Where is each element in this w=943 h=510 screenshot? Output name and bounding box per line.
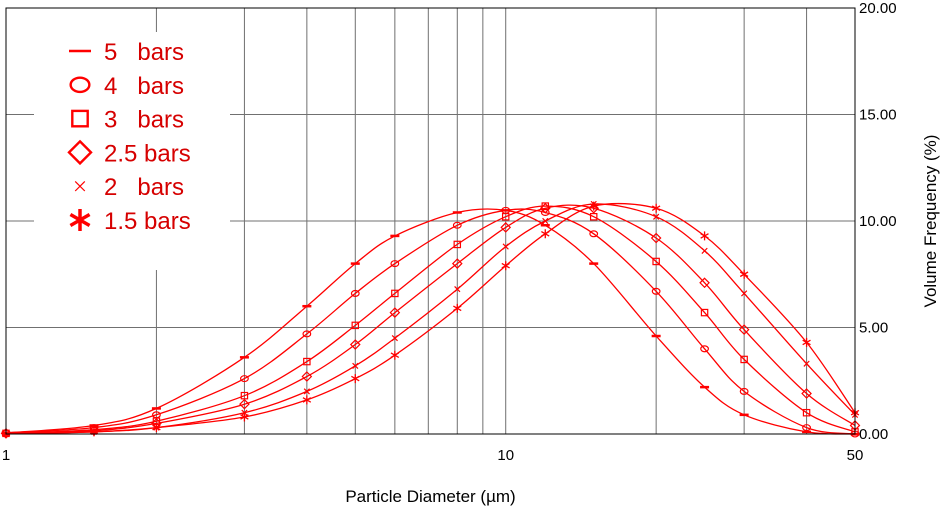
data-point xyxy=(589,201,598,211)
x-axis-title: Particle Diameter (µm) xyxy=(345,487,515,506)
data-point xyxy=(803,360,810,367)
legend-label: 2.5 bars xyxy=(104,140,191,167)
data-point xyxy=(389,307,401,318)
x-axis-tick-labels: 1 10 50 xyxy=(2,447,864,464)
series-diamond xyxy=(0,202,861,439)
legend-marker xyxy=(69,76,91,94)
data-point xyxy=(542,217,549,225)
data-point xyxy=(239,375,249,383)
data-point xyxy=(738,324,750,335)
legend-marker xyxy=(69,209,91,231)
data-point xyxy=(239,398,250,410)
x-tick-label: 10 xyxy=(497,447,514,464)
data-point xyxy=(650,232,662,244)
series-line xyxy=(5,204,856,435)
y-axis-title: Volume Frequency (%) xyxy=(921,135,940,308)
data-point xyxy=(301,371,313,382)
data-point xyxy=(739,269,749,279)
data-point xyxy=(700,345,709,353)
data-point xyxy=(740,355,748,364)
y-tick-label: 5.00 xyxy=(859,320,888,337)
data-point xyxy=(501,212,510,221)
chart-series-layer xyxy=(0,200,861,439)
data-point xyxy=(502,243,509,250)
data-point xyxy=(349,339,361,350)
data-point xyxy=(700,308,709,317)
data-point xyxy=(589,230,599,238)
data-point xyxy=(802,424,811,432)
data-point xyxy=(391,289,399,298)
legend-marker-diamond xyxy=(67,139,93,166)
data-point xyxy=(303,357,311,366)
y-axis-tick-labels: 0.00 5.00 10.00 15.00 20.00 xyxy=(859,0,897,443)
data-point xyxy=(351,321,360,330)
data-point xyxy=(699,277,710,289)
x-tick-label: 50 xyxy=(847,447,864,464)
series-line xyxy=(5,205,856,435)
legend-label: 1.5 bars xyxy=(104,208,191,235)
y-tick-label: 20.00 xyxy=(859,0,897,17)
legend-background xyxy=(34,32,230,270)
data-point xyxy=(651,287,661,295)
data-point xyxy=(89,427,99,437)
data-point xyxy=(453,303,462,313)
legend-label: 4 bars xyxy=(104,73,184,100)
y-tick-label: 15.00 xyxy=(859,107,897,124)
legend-marker xyxy=(67,139,93,166)
series-line xyxy=(5,208,856,435)
data-point xyxy=(652,257,660,266)
data-point xyxy=(454,286,461,293)
x-tick-label: 1 xyxy=(2,447,10,464)
legend-label: 2 bars xyxy=(104,174,184,201)
data-point xyxy=(741,290,748,297)
data-point xyxy=(500,222,512,233)
data-point xyxy=(801,388,812,399)
data-point xyxy=(302,330,312,338)
legend-marker xyxy=(71,109,89,128)
data-point xyxy=(303,388,310,395)
data-point xyxy=(302,395,312,405)
series-line xyxy=(5,208,856,435)
legend-marker xyxy=(74,180,86,192)
series-star xyxy=(1,201,860,439)
data-point xyxy=(700,231,709,241)
data-point xyxy=(701,247,708,254)
legend-label: 3 bars xyxy=(104,107,184,134)
legend-marker-x xyxy=(74,180,86,192)
legend-marker-circle xyxy=(69,76,91,94)
series-x xyxy=(2,200,859,437)
data-point xyxy=(651,203,661,213)
data-point xyxy=(240,412,249,422)
data-point xyxy=(802,337,811,347)
data-point xyxy=(391,335,398,342)
legend-marker-star xyxy=(69,209,91,231)
data-point xyxy=(152,423,161,433)
chart-legend: 5 bars 4 bars 3 bars 2.5 bars 2 bars 1.5 bars xyxy=(34,32,230,270)
data-point xyxy=(390,260,400,268)
y-tick-label: 0.00 xyxy=(859,426,888,443)
data-point xyxy=(390,350,400,360)
data-point xyxy=(541,229,550,239)
data-point xyxy=(452,221,462,229)
data-point xyxy=(453,240,462,249)
data-point xyxy=(739,387,749,395)
data-point xyxy=(802,408,811,417)
data-point xyxy=(501,261,510,271)
data-point xyxy=(589,212,598,221)
data-point xyxy=(352,362,359,369)
data-point xyxy=(653,213,660,220)
data-point xyxy=(350,289,360,297)
plot-frame xyxy=(5,7,856,435)
legend-label: 5 bars xyxy=(104,39,184,66)
data-point xyxy=(451,258,463,269)
data-point xyxy=(539,202,551,214)
legend-marker-square xyxy=(71,109,89,128)
y-tick-label: 10.00 xyxy=(859,213,897,230)
data-point xyxy=(351,374,360,384)
series-line xyxy=(5,202,856,435)
data-point xyxy=(240,391,249,400)
series-line xyxy=(5,203,856,435)
